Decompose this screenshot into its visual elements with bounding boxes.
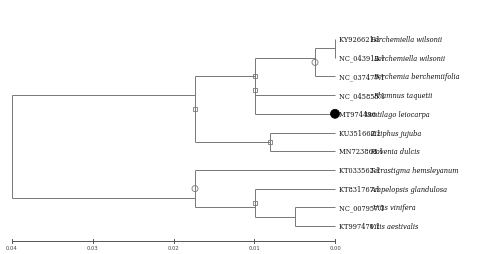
Bar (253, 201, 257, 205)
Text: Rhamnus taquetii: Rhamnus taquetii (373, 92, 432, 100)
Text: Vitis aestivalis: Vitis aestivalis (370, 222, 418, 230)
Bar (253, 75, 257, 79)
Text: Vitis vinifera: Vitis vinifera (373, 203, 416, 212)
Text: 0.04: 0.04 (6, 245, 18, 250)
Text: Ventilago leiocarpa: Ventilago leiocarpa (364, 110, 430, 118)
Text: 0.01: 0.01 (248, 245, 260, 250)
Text: NC_007957.1: NC_007957.1 (339, 203, 387, 212)
Text: MN723868.1: MN723868.1 (339, 148, 386, 156)
Bar (268, 140, 272, 144)
Bar (253, 89, 257, 93)
Text: Tetrastigma hemsleyanum: Tetrastigma hemsleyanum (370, 166, 459, 174)
Text: Ziziphus jujuba: Ziziphus jujuba (370, 129, 422, 137)
Text: KT831767.1: KT831767.1 (339, 185, 382, 193)
Text: Berchemiella wilsonii: Berchemiella wilsonii (370, 36, 442, 44)
Text: KY926621.1: KY926621.1 (339, 36, 382, 44)
Text: 0.03: 0.03 (87, 245, 99, 250)
Text: 0.02: 0.02 (168, 245, 179, 250)
Text: Berchemia berchemiifolia: Berchemia berchemiifolia (373, 73, 460, 81)
Text: Hovenia dulcis: Hovenia dulcis (370, 148, 420, 156)
Text: NC_045855.1: NC_045855.1 (339, 92, 387, 100)
Text: NC_043912.1: NC_043912.1 (339, 55, 387, 62)
Text: KU351660.1: KU351660.1 (339, 129, 383, 137)
Text: KT033563.1: KT033563.1 (339, 166, 382, 174)
Circle shape (330, 110, 340, 119)
Text: Berchemiella wilsonii: Berchemiella wilsonii (373, 55, 446, 62)
Text: NC_037477.1: NC_037477.1 (339, 73, 387, 81)
Bar (193, 108, 197, 112)
Text: Ampelopsis glandulosa: Ampelopsis glandulosa (370, 185, 448, 193)
Text: 0.00: 0.00 (329, 245, 341, 250)
Text: MT974496: MT974496 (339, 110, 378, 118)
Text: KT997470.1: KT997470.1 (339, 222, 382, 230)
